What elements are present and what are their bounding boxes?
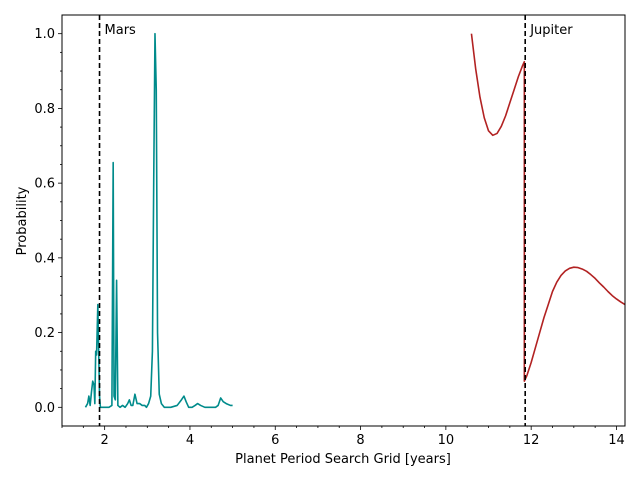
annotation-label-jupiter: Jupiter	[529, 23, 573, 38]
y-tick-label: 0.2	[34, 326, 55, 341]
x-tick-label: 12	[523, 433, 540, 448]
x-tick-label: 4	[186, 433, 194, 448]
chart-marks: Mars Jupiter	[84, 15, 626, 426]
y-tick-label: 0.6	[34, 177, 55, 192]
y-tick-label: 1.0	[34, 27, 55, 42]
x-tick-label: 2	[101, 433, 109, 448]
plot-area	[62, 15, 625, 426]
y-tick-label: 0.0	[34, 401, 55, 416]
x-tick-label: 8	[356, 433, 364, 448]
y-axis-label: Probability	[15, 186, 30, 255]
annotation-label-mars: Mars	[105, 23, 137, 38]
plot-frame	[61, 14, 626, 427]
y-tick-label: 0.4	[34, 251, 55, 266]
series-line-2	[470, 33, 626, 382]
series-line-1	[84, 32, 233, 409]
x-tick-label: 14	[608, 433, 625, 448]
x-axis-label: Planet Period Search Grid [years]	[235, 452, 451, 467]
x-tick-label: 6	[271, 433, 279, 448]
chart-ticks: 2 4 6 8 10 12 14 0.0 0.2 0.4 0.6 0.8 1.0	[34, 27, 624, 448]
y-tick-label: 0.8	[34, 102, 55, 117]
x-tick-label: 10	[438, 433, 455, 448]
